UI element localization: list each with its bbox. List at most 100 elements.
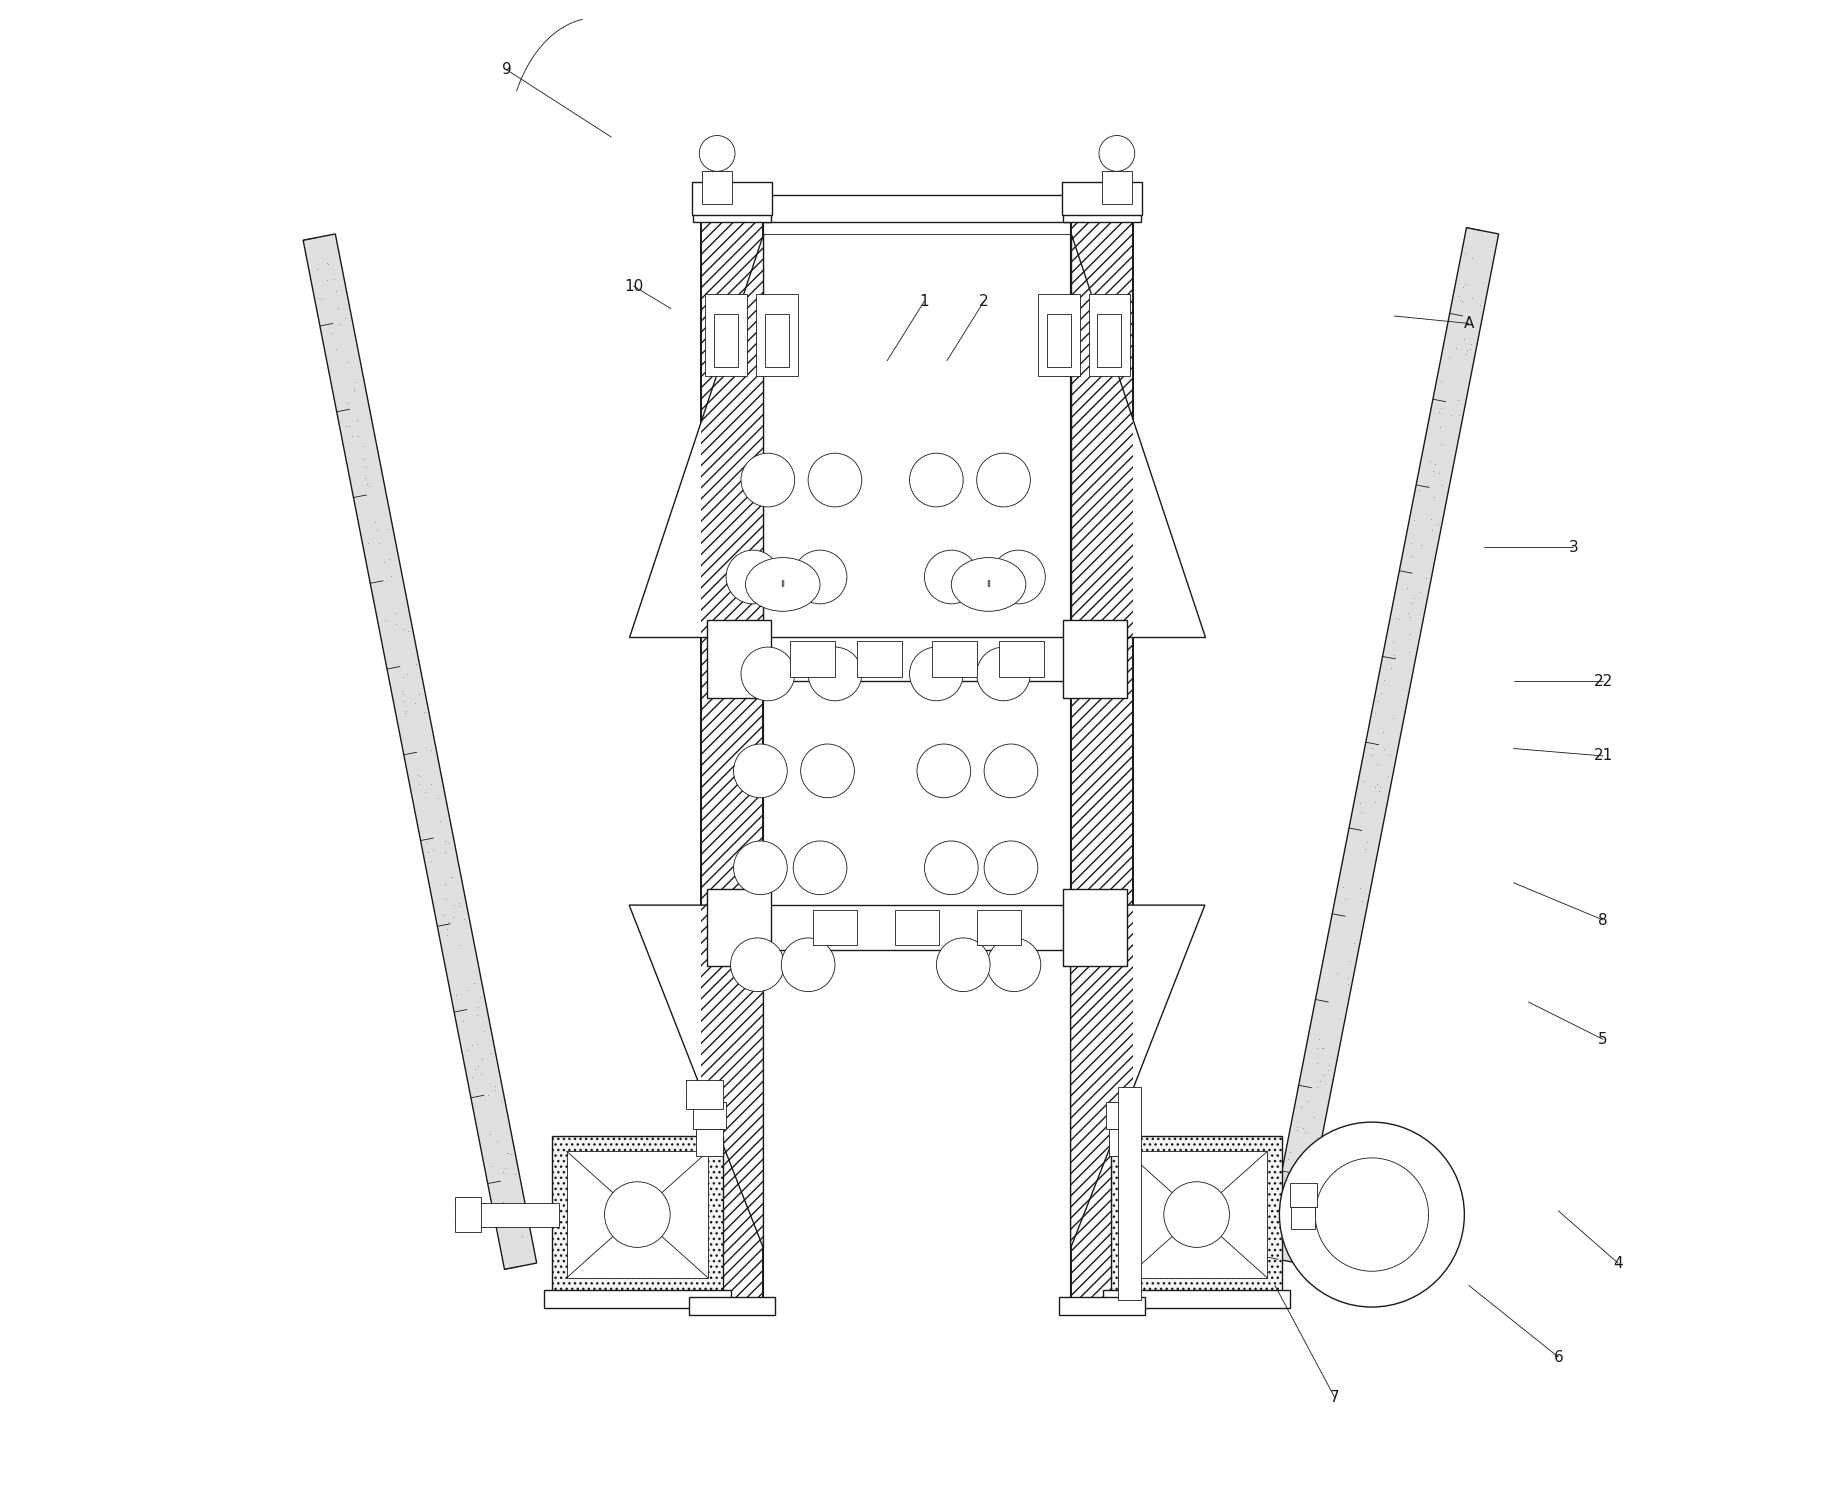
Circle shape — [734, 841, 787, 895]
Text: 1: 1 — [919, 293, 930, 308]
Bar — [690, 1298, 776, 1316]
Circle shape — [809, 647, 862, 701]
Bar — [717, 332, 735, 367]
Text: 5: 5 — [1597, 1031, 1608, 1046]
Circle shape — [978, 454, 1031, 507]
Bar — [1064, 889, 1128, 966]
Circle shape — [1280, 1123, 1464, 1307]
Polygon shape — [1071, 234, 1205, 636]
Bar — [978, 910, 1022, 946]
Bar — [706, 293, 746, 376]
Bar — [1119, 1087, 1141, 1301]
Polygon shape — [1071, 906, 1205, 1248]
Circle shape — [987, 939, 1040, 991]
Circle shape — [734, 744, 787, 798]
Circle shape — [781, 939, 834, 991]
Circle shape — [726, 549, 779, 603]
Circle shape — [910, 454, 963, 507]
Bar — [706, 620, 770, 698]
Polygon shape — [701, 211, 763, 1301]
Bar — [693, 1102, 726, 1129]
Bar — [552, 1136, 723, 1293]
Polygon shape — [629, 906, 763, 1248]
Bar — [1289, 1183, 1317, 1207]
Circle shape — [1315, 1157, 1429, 1271]
Text: 9: 9 — [503, 63, 512, 78]
Bar — [1111, 1136, 1282, 1293]
Circle shape — [809, 454, 862, 507]
Bar — [693, 1102, 726, 1129]
Circle shape — [1099, 136, 1135, 171]
Bar — [1064, 620, 1128, 698]
Bar — [1058, 1298, 1144, 1316]
Bar — [713, 314, 737, 367]
Bar — [1102, 171, 1132, 204]
Circle shape — [978, 647, 1031, 701]
Bar — [455, 1196, 482, 1232]
Circle shape — [741, 454, 794, 507]
Bar — [1104, 1290, 1289, 1308]
Bar — [1047, 314, 1071, 367]
Bar — [765, 314, 789, 367]
Bar — [691, 181, 772, 214]
Bar — [1289, 1183, 1317, 1207]
Bar — [567, 1151, 708, 1278]
Polygon shape — [1071, 211, 1133, 1301]
Text: II: II — [987, 579, 990, 588]
Bar — [455, 1196, 482, 1232]
Bar — [1110, 1129, 1137, 1156]
Bar — [812, 910, 856, 946]
Bar — [1102, 171, 1132, 204]
Text: A: A — [1464, 316, 1475, 331]
Circle shape — [794, 549, 847, 603]
Bar — [932, 641, 978, 677]
Bar — [686, 1079, 723, 1109]
Bar — [1106, 1102, 1139, 1129]
Text: 21: 21 — [1594, 748, 1612, 763]
Text: 2: 2 — [979, 293, 989, 308]
Bar — [545, 1290, 730, 1308]
Text: II: II — [779, 579, 785, 588]
Circle shape — [605, 1181, 669, 1247]
Bar — [763, 636, 1071, 681]
Circle shape — [985, 744, 1038, 798]
Bar — [756, 293, 798, 376]
Bar — [702, 171, 732, 204]
Circle shape — [801, 744, 855, 798]
Bar — [1062, 181, 1143, 214]
Bar — [701, 211, 763, 1301]
Polygon shape — [1265, 228, 1498, 1263]
Bar — [697, 1129, 723, 1156]
Ellipse shape — [952, 557, 1025, 611]
Circle shape — [730, 939, 785, 991]
Bar — [686, 1079, 723, 1109]
Circle shape — [794, 841, 847, 895]
Bar — [1071, 211, 1133, 1301]
Bar — [790, 641, 834, 677]
Bar — [1111, 1136, 1282, 1293]
Text: 7: 7 — [1330, 1389, 1339, 1404]
Bar — [1097, 314, 1121, 367]
Circle shape — [699, 136, 735, 171]
Text: 10: 10 — [624, 278, 644, 293]
Bar — [1038, 293, 1080, 376]
Polygon shape — [303, 234, 537, 1269]
Text: 8: 8 — [1597, 913, 1608, 928]
Circle shape — [741, 647, 794, 701]
Bar — [701, 211, 763, 1301]
Text: 4: 4 — [1614, 1256, 1623, 1271]
Bar — [1000, 641, 1044, 677]
Bar — [552, 1136, 723, 1293]
Circle shape — [992, 549, 1045, 603]
Bar — [477, 1202, 559, 1226]
Bar — [856, 641, 902, 677]
Bar — [693, 195, 770, 222]
Circle shape — [917, 744, 970, 798]
Text: 6: 6 — [1553, 1349, 1563, 1364]
Circle shape — [910, 647, 963, 701]
Bar — [763, 906, 1071, 949]
Bar — [1064, 195, 1141, 222]
Text: 22: 22 — [1594, 674, 1612, 689]
Bar — [768, 332, 785, 367]
Bar — [1291, 1207, 1315, 1229]
